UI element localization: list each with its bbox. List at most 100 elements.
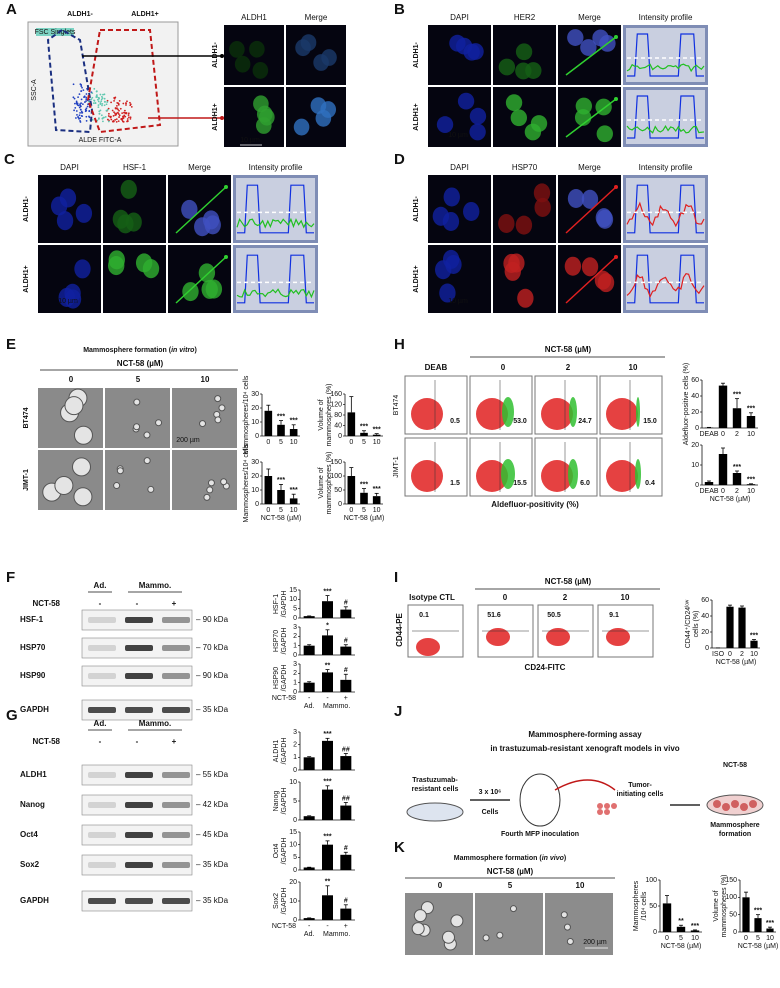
dot [84, 101, 86, 103]
bar [340, 854, 352, 870]
gate-label: ALDH1- [67, 11, 93, 18]
significance: *** [766, 920, 774, 927]
dot [118, 109, 120, 112]
bar [340, 805, 352, 820]
profile-line [236, 288, 315, 299]
bar [372, 496, 381, 504]
significance: *** [277, 477, 285, 484]
dot [80, 98, 83, 101]
kda-label: – 90 kDa [196, 615, 229, 624]
label: /GAPDH [281, 628, 288, 655]
cell [524, 123, 542, 141]
protein-label: Oct4 [20, 830, 38, 839]
population [568, 459, 578, 489]
band [88, 898, 116, 904]
group-label: Mammo. [323, 931, 350, 938]
dot [91, 96, 94, 99]
dot [100, 114, 103, 117]
bar [662, 903, 672, 932]
column-header: Merge [305, 13, 328, 22]
dose-label: 0 [503, 593, 508, 602]
band [88, 673, 116, 679]
significance: *** [373, 426, 381, 433]
label: /GAPDH [281, 888, 288, 915]
flow-value: 0.5 [450, 418, 460, 425]
significance: *** [277, 413, 285, 420]
cell [604, 809, 610, 815]
bar [303, 757, 315, 770]
y-tick-label: 5 [293, 854, 297, 861]
significance: *** [747, 477, 755, 484]
profile-line [237, 254, 314, 304]
bar [264, 410, 273, 436]
flow-title: FSC Singlets [35, 29, 76, 36]
label: ALDH1 [273, 740, 280, 763]
sphere [73, 425, 93, 445]
profile-line [237, 184, 314, 234]
significance: *** [373, 486, 381, 493]
diagram-label: formation [719, 831, 751, 838]
y-tick-label: 100 [330, 473, 342, 480]
sphere [749, 800, 757, 808]
sphere [509, 905, 517, 913]
cell [75, 203, 93, 223]
dot [113, 111, 115, 114]
x-tick-label: 0 [744, 935, 748, 942]
cell [50, 196, 68, 216]
bar [746, 484, 756, 485]
sphere [116, 467, 124, 475]
y-tick-label: 2 [293, 742, 297, 749]
x-tick-label: 2 [740, 651, 744, 658]
label: JIMT-1 [393, 456, 400, 477]
band [88, 645, 116, 651]
significance: *** [733, 464, 741, 471]
significance: # [344, 638, 348, 645]
bar [322, 635, 333, 655]
sphere [199, 420, 207, 428]
sphere [450, 914, 464, 928]
dot [126, 119, 129, 122]
column-header: Merge [578, 163, 601, 172]
y-tick-label: 10 [691, 462, 699, 469]
dot [127, 114, 130, 116]
dot [105, 103, 108, 106]
bar [322, 672, 333, 692]
population [486, 628, 510, 646]
y-tick-label: 10 [289, 898, 297, 905]
significance: *** [750, 632, 758, 639]
dot [117, 113, 120, 115]
dot [115, 107, 117, 110]
y-tick-label: 10 [289, 779, 297, 786]
panel-letter: G [6, 707, 18, 724]
protein-label: GAPDH [20, 896, 49, 905]
title-part: Mammosphere formation ( [454, 855, 543, 862]
dot [78, 93, 81, 96]
cell [252, 62, 269, 79]
sphere [563, 923, 571, 931]
band [125, 802, 153, 808]
dot [129, 101, 131, 104]
y-tick-label: 1 [293, 680, 297, 687]
cell [611, 803, 617, 809]
significance: # [344, 600, 348, 607]
gate [46, 28, 94, 134]
cell [457, 92, 475, 110]
bar [303, 867, 315, 870]
dot [125, 104, 127, 106]
x-tick-label: DEAB [699, 488, 718, 495]
cell [515, 43, 533, 61]
y-tick-label: 3 [293, 624, 297, 631]
y-tick-label: 0 [293, 652, 297, 659]
image [545, 893, 613, 955]
bar [322, 601, 333, 618]
dot [112, 119, 115, 122]
image [475, 893, 543, 955]
dot [85, 93, 88, 95]
cell [592, 29, 609, 47]
label: BT474 [393, 395, 400, 416]
profile-line [626, 125, 705, 134]
sphere [560, 911, 568, 919]
cell [445, 254, 462, 275]
label: /GAPDH [281, 838, 288, 865]
dot [85, 119, 88, 122]
